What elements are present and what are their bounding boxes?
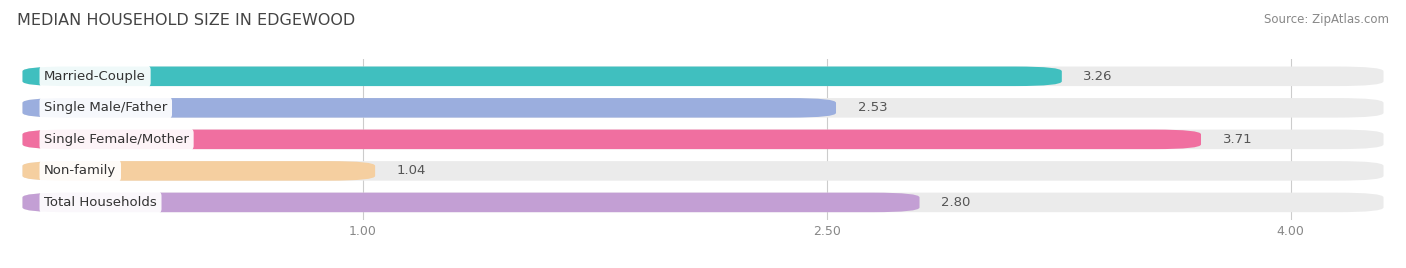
Text: MEDIAN HOUSEHOLD SIZE IN EDGEWOOD: MEDIAN HOUSEHOLD SIZE IN EDGEWOOD — [17, 13, 356, 28]
FancyBboxPatch shape — [22, 130, 1384, 149]
Text: 3.26: 3.26 — [1084, 70, 1114, 83]
FancyBboxPatch shape — [22, 130, 1201, 149]
FancyBboxPatch shape — [22, 98, 1384, 118]
FancyBboxPatch shape — [22, 161, 1384, 181]
FancyBboxPatch shape — [22, 193, 1384, 212]
Text: 3.71: 3.71 — [1223, 133, 1253, 146]
FancyBboxPatch shape — [22, 193, 920, 212]
Text: 2.53: 2.53 — [858, 101, 887, 114]
Text: Total Households: Total Households — [44, 196, 157, 209]
FancyBboxPatch shape — [22, 98, 837, 118]
Text: Married-Couple: Married-Couple — [44, 70, 146, 83]
Text: Non-family: Non-family — [44, 164, 117, 177]
FancyBboxPatch shape — [22, 66, 1062, 86]
Text: Single Female/Mother: Single Female/Mother — [44, 133, 188, 146]
Text: Source: ZipAtlas.com: Source: ZipAtlas.com — [1264, 13, 1389, 27]
Text: Single Male/Father: Single Male/Father — [44, 101, 167, 114]
FancyBboxPatch shape — [22, 66, 1384, 86]
Text: 1.04: 1.04 — [396, 164, 426, 177]
FancyBboxPatch shape — [22, 161, 375, 181]
Text: 2.80: 2.80 — [941, 196, 970, 209]
